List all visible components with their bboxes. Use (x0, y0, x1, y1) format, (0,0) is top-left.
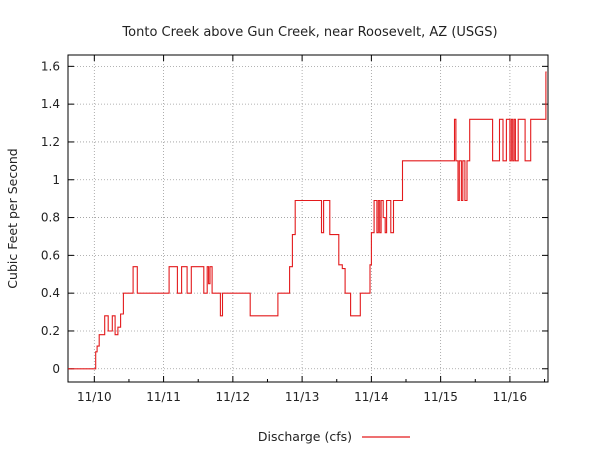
y-tick-label: 1.6 (41, 59, 60, 73)
legend-label: Discharge (cfs) (258, 429, 352, 444)
y-axis-label: Cubic Feet per Second (5, 148, 20, 288)
y-tick-label: 0.2 (41, 324, 60, 338)
y-tick-label: 1.4 (41, 97, 60, 111)
x-tick-label: 11/15 (423, 390, 458, 404)
y-tick-label: 0.8 (41, 211, 60, 225)
grid (68, 55, 548, 382)
y-tick-label: 0.6 (41, 248, 60, 262)
x-tick-label: 11/16 (493, 390, 528, 404)
y-tick-label: 1 (52, 173, 60, 187)
chart-title: Tonto Creek above Gun Creek, near Roosev… (121, 25, 497, 40)
y-tick-label: 0 (52, 362, 60, 376)
series-group (68, 71, 547, 370)
plot-frame (67, 54, 549, 383)
y-tick-label: 1.2 (41, 135, 60, 149)
x-tick-label: 11/11 (146, 390, 181, 404)
x-tick-label: 11/10 (77, 390, 112, 404)
x-tick-label: 11/12 (216, 390, 251, 404)
series-line-discharge (68, 71, 547, 370)
y-tick-label: 0.4 (41, 286, 60, 300)
x-tick-label: 11/14 (354, 390, 389, 404)
axis-ticks: 0 0.2 0.4 0.6 0.8 1 1.2 1.4 1.6 11/10 11/11 11/12 11… (41, 55, 548, 404)
x-tick-label: 11/13 (285, 390, 320, 404)
legend: Discharge (cfs) (258, 429, 410, 444)
